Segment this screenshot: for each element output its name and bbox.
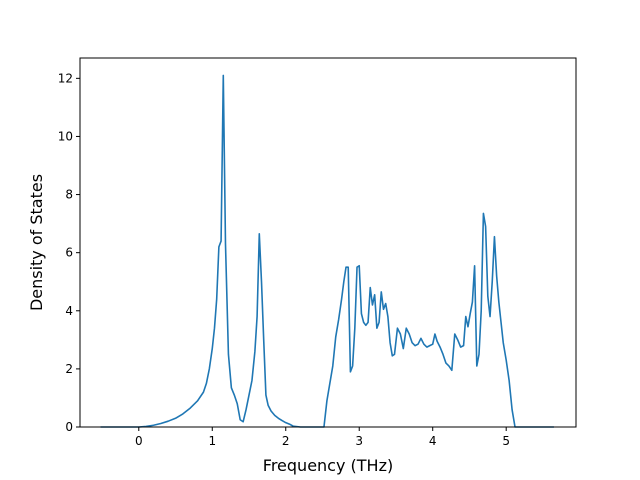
dos-series-line-0	[100, 74, 554, 428]
x-tick-label: 5	[502, 434, 510, 448]
x-tick-label: 3	[355, 434, 363, 448]
y-tick-label: 6	[65, 246, 73, 260]
x-tick-label: 1	[208, 434, 216, 448]
x-axis-label: Frequency (THz)	[263, 456, 393, 475]
y-axis-ticks: 0 2 4 6 8 10 12	[58, 71, 80, 434]
y-tick-label: 2	[65, 362, 73, 376]
plot-area	[100, 74, 554, 428]
y-tick-label: 0	[65, 420, 73, 434]
y-tick-label: 10	[58, 129, 73, 143]
y-axis-label: Density of States	[27, 174, 46, 311]
x-tick-label: 0	[135, 434, 143, 448]
x-tick-label: 2	[282, 434, 290, 448]
y-tick-label: 4	[65, 304, 73, 318]
axes-frame	[79, 57, 577, 428]
y-tick-label: 12	[58, 71, 73, 85]
x-axis-ticks: 0 1 2 3 4 5	[135, 427, 510, 448]
y-tick-label: 8	[65, 188, 73, 202]
x-tick-label: 4	[429, 434, 437, 448]
